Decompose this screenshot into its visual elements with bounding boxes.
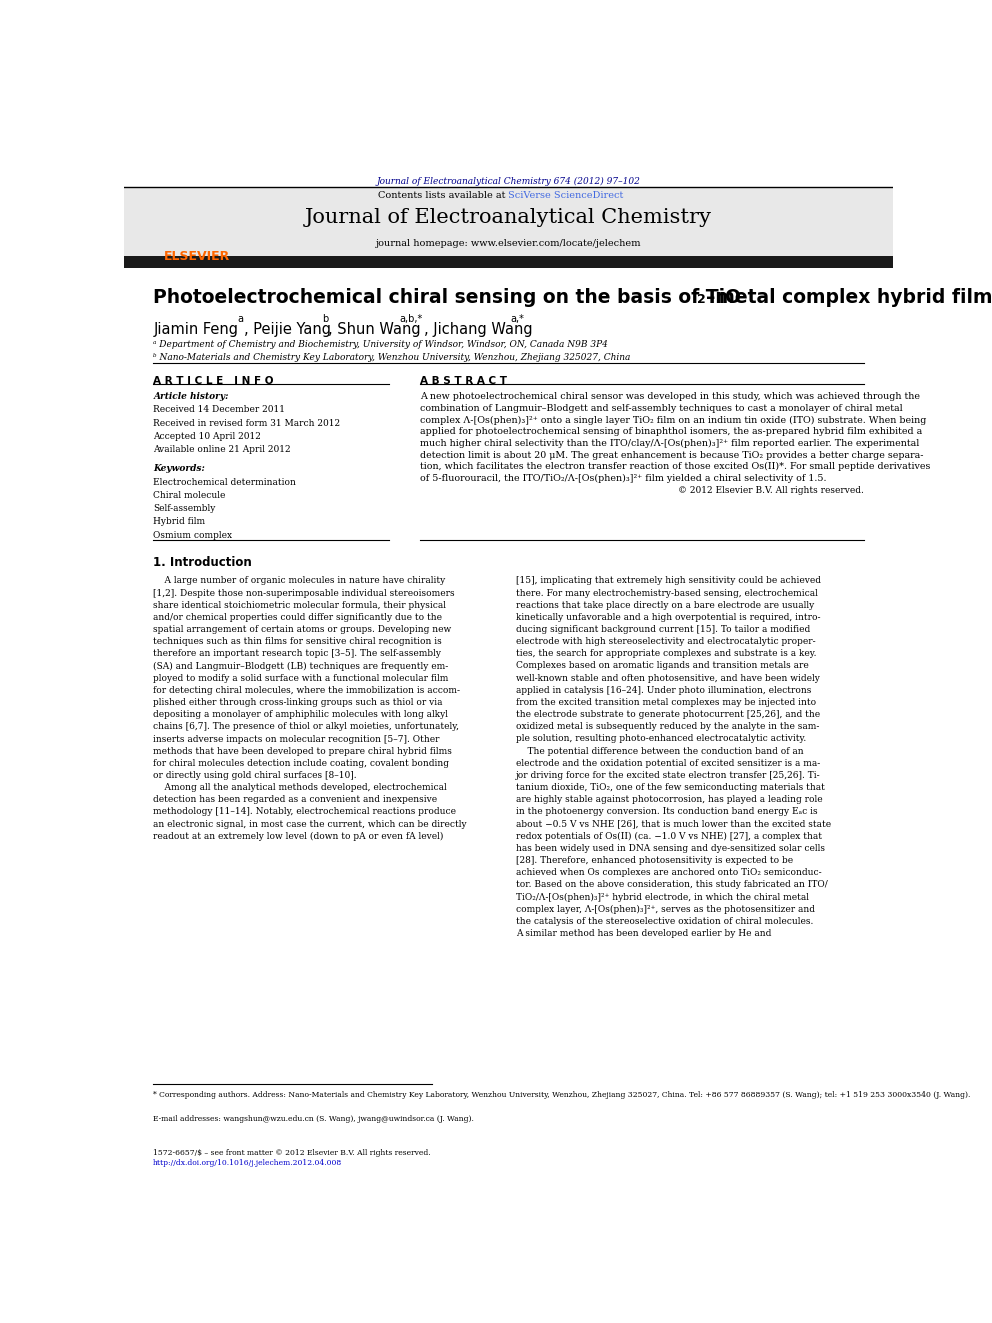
Text: Available online 21 April 2012: Available online 21 April 2012 (153, 445, 291, 454)
Text: A R T I C L E   I N F O: A R T I C L E I N F O (153, 376, 274, 386)
Text: much higher chiral selectivity than the ITO/clay/Λ-[Os(phen)₃]²⁺ film reported e: much higher chiral selectivity than the … (420, 439, 920, 448)
Text: Received 14 December 2011: Received 14 December 2011 (153, 405, 286, 414)
Text: Accepted 10 April 2012: Accepted 10 April 2012 (153, 431, 261, 441)
Text: A large number of organic molecules in nature have chirality
[1,2]. Despite thos: A large number of organic molecules in n… (153, 577, 467, 841)
Text: Contents lists available at: Contents lists available at (378, 192, 509, 200)
Text: journal homepage: www.elsevier.com/locate/jelechem: journal homepage: www.elsevier.com/locat… (376, 239, 641, 249)
Text: a: a (238, 314, 244, 324)
Text: Self-assembly: Self-assembly (153, 504, 215, 513)
Text: –metal complex hybrid film: –metal complex hybrid film (706, 288, 992, 307)
Text: , Peijie Yang: , Peijie Yang (244, 321, 331, 337)
Text: 1. Introduction: 1. Introduction (153, 556, 252, 569)
Text: ᵇ Nano-Materials and Chemistry Key Laboratory, Wenzhou University, Wenzhou, Zhej: ᵇ Nano-Materials and Chemistry Key Labor… (153, 353, 631, 363)
Text: ELSEVIER: ELSEVIER (164, 250, 230, 263)
Text: Journal of Electroanalytical Chemistry 674 (2012) 97–102: Journal of Electroanalytical Chemistry 6… (376, 177, 641, 187)
Text: Jiamin Feng: Jiamin Feng (153, 321, 238, 337)
Text: Journal of Electroanalytical Chemistry: Journal of Electroanalytical Chemistry (305, 208, 712, 226)
Text: Chiral molecule: Chiral molecule (153, 491, 225, 500)
Text: E-mail addresses: wangshun@wzu.edu.cn (S. Wang), jwang@uwindsor.ca (J. Wang).: E-mail addresses: wangshun@wzu.edu.cn (S… (153, 1115, 474, 1123)
Text: applied for photoelectrochemical sensing of binaphthol isomers, the as-prepared : applied for photoelectrochemical sensing… (420, 427, 923, 437)
Text: b: b (322, 314, 328, 324)
Bar (124, 188, 893, 255)
Text: ᵃ Department of Chemistry and Biochemistry, University of Windsor, Windsor, ON, : ᵃ Department of Chemistry and Biochemist… (153, 340, 608, 349)
Text: , Jichang Wang: , Jichang Wang (424, 321, 533, 337)
Text: , Shun Wang: , Shun Wang (327, 321, 421, 337)
Text: Photoelectrochemical chiral sensing on the basis of TiO: Photoelectrochemical chiral sensing on t… (153, 288, 741, 307)
Text: A new photoelectrochemical chiral sensor was developed in this study, which was : A new photoelectrochemical chiral sensor… (420, 392, 920, 401)
Text: 1572-6657/$ – see front matter © 2012 Elsevier B.V. All rights reserved.: 1572-6657/$ – see front matter © 2012 El… (153, 1148, 431, 1156)
Text: Hybrid film: Hybrid film (153, 517, 205, 527)
Text: a,*: a,* (511, 314, 525, 324)
Text: A B S T R A C T: A B S T R A C T (420, 376, 507, 386)
Bar (124, 255, 893, 267)
Text: Article history:: Article history: (153, 392, 229, 401)
Text: of 5-fluorouracil, the ITO/TiO₂/Λ-[Os(phen)₃]²⁺ film yielded a chiral selectivit: of 5-fluorouracil, the ITO/TiO₂/Λ-[Os(ph… (420, 474, 826, 483)
Text: tion, which facilitates the electron transfer reaction of those excited Os(II)*.: tion, which facilitates the electron tra… (420, 462, 930, 471)
Text: [15], implicating that extremely high sensitivity could be achieved
there. For m: [15], implicating that extremely high se… (516, 577, 831, 938)
Text: * Corresponding authors. Address: Nano-Materials and Chemistry Key Laboratory, W: * Corresponding authors. Address: Nano-M… (153, 1091, 970, 1099)
Text: detection limit is about 20 μM. The great enhancement is because TiO₂ provides a: detection limit is about 20 μM. The grea… (420, 451, 924, 459)
Text: complex Λ-[Os(phen)₃]²⁺ onto a single layer TiO₂ film on an indium tin oxide (IT: complex Λ-[Os(phen)₃]²⁺ onto a single la… (420, 415, 927, 425)
Text: http://dx.doi.org/10.1016/j.jelechem.2012.04.008: http://dx.doi.org/10.1016/j.jelechem.201… (153, 1159, 342, 1167)
Text: 2: 2 (696, 294, 705, 306)
Text: Received in revised form 31 March 2012: Received in revised form 31 March 2012 (153, 418, 340, 427)
Text: © 2012 Elsevier B.V. All rights reserved.: © 2012 Elsevier B.V. All rights reserved… (678, 486, 864, 495)
Text: Electrochemical determination: Electrochemical determination (153, 478, 296, 487)
Text: Keywords:: Keywords: (153, 464, 205, 474)
Text: combination of Langmuir–Blodgett and self-assembly techniques to cast a monolaye: combination of Langmuir–Blodgett and sel… (420, 404, 903, 413)
Text: Osmium complex: Osmium complex (153, 531, 232, 540)
Text: SciVerse ScienceDirect: SciVerse ScienceDirect (509, 192, 624, 200)
Text: a,b,*: a,b,* (399, 314, 423, 324)
